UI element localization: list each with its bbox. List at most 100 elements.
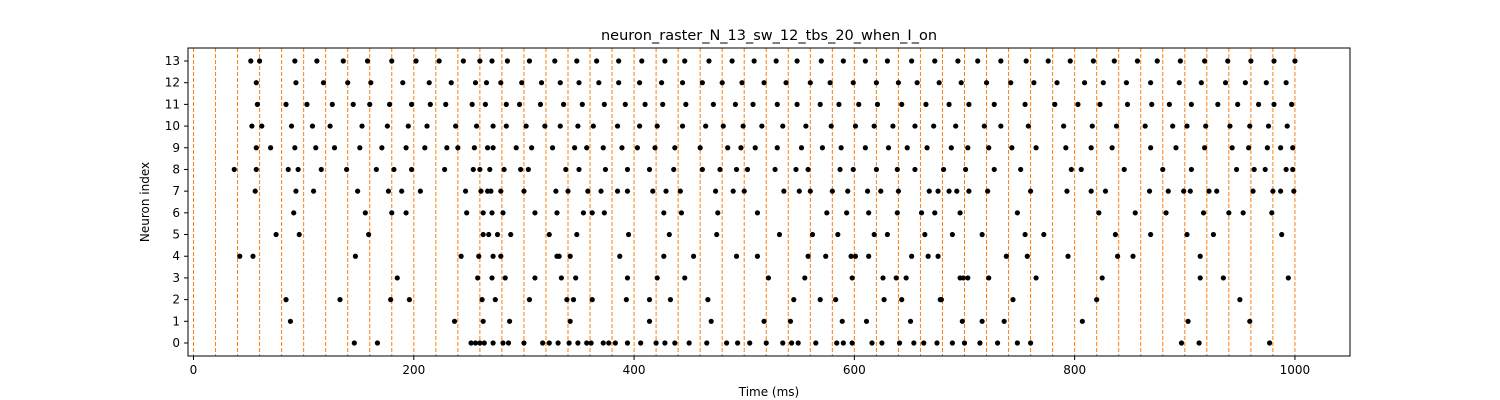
spike-point — [464, 210, 470, 216]
spike-point — [646, 297, 653, 303]
spike-point — [862, 58, 868, 64]
spike-point — [477, 340, 483, 346]
spike-point — [489, 210, 495, 216]
spike-point — [253, 166, 259, 173]
spike-point — [1024, 253, 1030, 259]
spike-point — [884, 58, 891, 64]
spike-point — [359, 123, 365, 129]
spike-point — [871, 123, 877, 129]
spike-point — [823, 253, 829, 259]
spike-point — [922, 231, 928, 238]
spike-point — [500, 340, 506, 346]
spike-point — [1229, 145, 1235, 151]
spike-point — [1178, 340, 1185, 346]
spike-point — [795, 340, 801, 346]
spike-point — [981, 123, 987, 129]
spike-point — [677, 188, 683, 194]
spike-point — [1033, 275, 1039, 281]
spike-point — [871, 231, 877, 238]
spike-point — [1154, 58, 1160, 64]
spike-point — [824, 210, 830, 216]
spike-point — [471, 145, 477, 151]
spike-point — [1079, 318, 1085, 324]
spike-point — [740, 123, 746, 129]
spike-point — [986, 275, 992, 281]
spike-point — [1290, 166, 1296, 173]
spike-point — [403, 145, 409, 151]
spike-point — [508, 231, 514, 238]
spike-point — [1063, 145, 1069, 151]
spike-point — [580, 210, 587, 216]
spike-point — [588, 340, 594, 346]
spike-point — [839, 318, 845, 324]
spike-point — [564, 297, 570, 303]
spike-point — [553, 188, 559, 194]
spike-point — [738, 145, 744, 151]
spike-point — [1262, 166, 1268, 173]
spike-point — [659, 80, 665, 86]
spike-point — [662, 58, 668, 64]
spike-point — [807, 80, 813, 86]
spike-point — [793, 166, 799, 173]
spike-point — [932, 210, 938, 216]
spike-point — [468, 340, 474, 346]
y-tick-label: 1 — [172, 314, 180, 328]
spike-point — [529, 145, 535, 151]
spike-point — [706, 58, 712, 64]
spike-point — [935, 253, 941, 259]
spike-point — [480, 231, 486, 238]
spike-point — [469, 101, 475, 107]
x-tick-label: 1000 — [1280, 363, 1311, 377]
spike-point — [1200, 210, 1207, 216]
spike-point — [331, 145, 338, 151]
spike-point — [310, 188, 317, 194]
spike-point — [273, 231, 279, 238]
spike-point — [918, 210, 925, 216]
spike-point — [374, 340, 381, 346]
spike-point — [938, 297, 944, 303]
spike-point — [948, 145, 954, 151]
spike-point — [1009, 145, 1015, 151]
spike-point — [1165, 188, 1171, 194]
spike-point — [589, 297, 595, 303]
spike-point — [744, 166, 751, 173]
spike-point — [998, 123, 1004, 129]
spike-point — [1203, 123, 1209, 129]
spike-point — [1041, 231, 1047, 238]
spike-point — [1285, 275, 1291, 281]
spike-point — [1188, 166, 1194, 173]
spike-point — [498, 188, 504, 194]
spike-point — [994, 340, 1001, 346]
x-tick-label: 400 — [623, 363, 646, 377]
spike-point — [837, 166, 843, 173]
spike-point — [850, 166, 856, 173]
spike-point — [931, 123, 937, 129]
spike-point — [926, 188, 932, 194]
spike-point — [542, 123, 548, 129]
spike-point — [484, 145, 491, 151]
spike-point — [523, 123, 529, 129]
spike-point — [819, 145, 826, 151]
spike-point — [616, 80, 622, 86]
spike-point — [579, 101, 585, 107]
spike-point — [1279, 231, 1285, 238]
spike-point — [345, 80, 351, 86]
spike-point — [1255, 101, 1262, 107]
spike-point — [1271, 58, 1277, 64]
spike-point — [682, 275, 688, 281]
spike-point — [884, 231, 891, 238]
spike-point — [654, 275, 660, 281]
spike-point — [848, 253, 854, 259]
spike-point — [253, 145, 259, 151]
spike-point — [747, 340, 753, 346]
spike-point — [1115, 253, 1121, 259]
spike-point — [455, 145, 461, 151]
spike-point — [723, 340, 730, 346]
spike-point — [327, 123, 333, 129]
spike-point — [1027, 188, 1034, 194]
spike-point — [963, 166, 969, 173]
spike-point — [991, 101, 997, 107]
spike-point — [532, 275, 538, 281]
spike-point — [1001, 318, 1007, 324]
spike-point — [911, 340, 917, 346]
